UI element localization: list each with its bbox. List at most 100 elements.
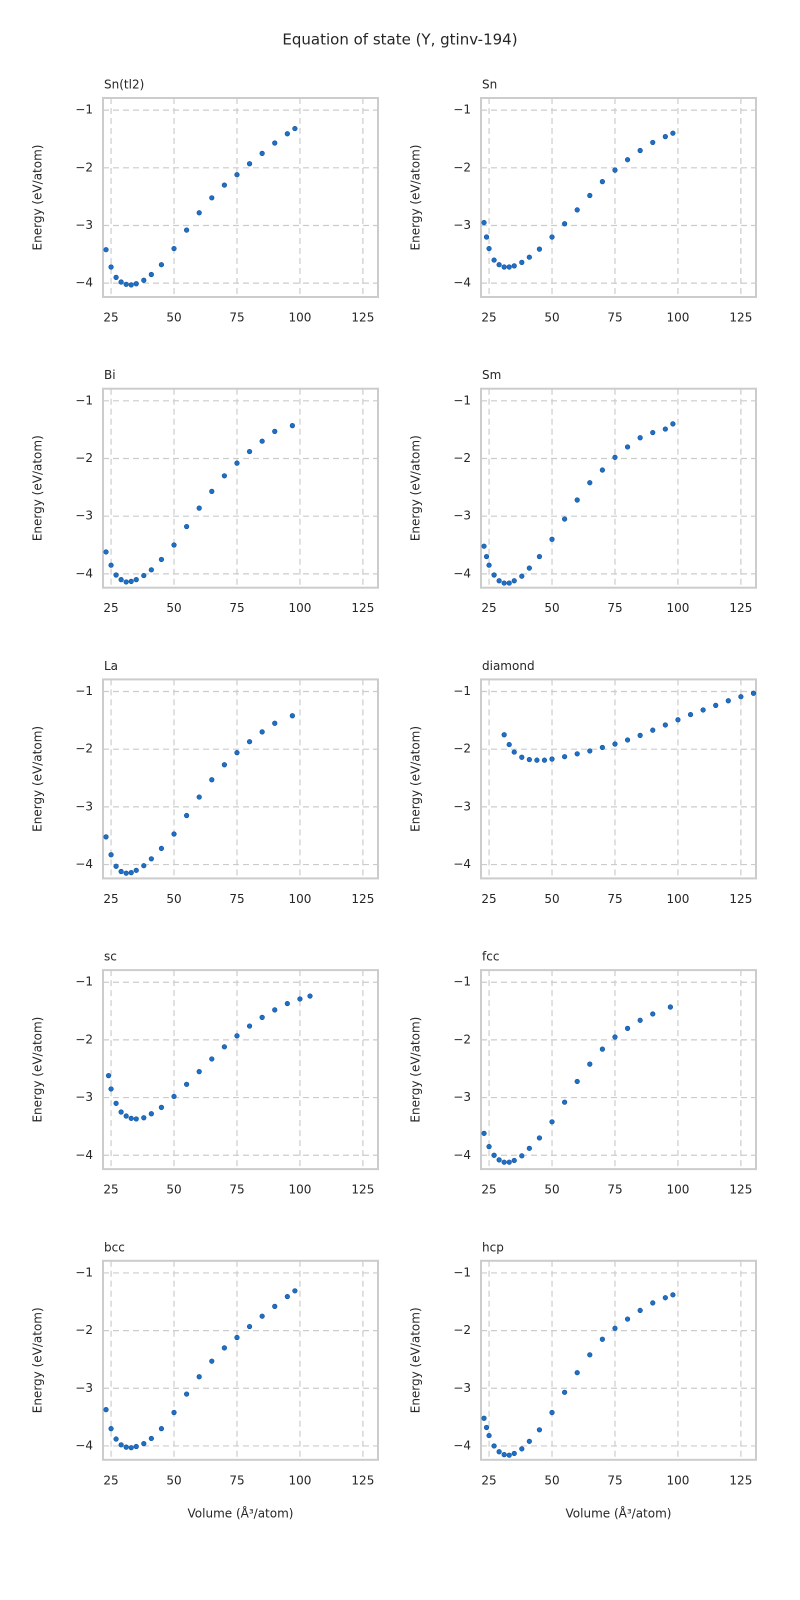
x-tick-label: 100 (288, 892, 311, 906)
data-point (562, 516, 568, 522)
data-point (221, 1345, 227, 1351)
data-point (113, 572, 119, 578)
data-point (496, 1157, 502, 1163)
data-point (481, 1415, 487, 1421)
data-point (118, 1442, 124, 1448)
x-tick-label: 75 (607, 892, 622, 906)
data-point (511, 263, 517, 269)
data-point (491, 257, 497, 263)
x-tick-label: 125 (351, 1183, 374, 1197)
data-point (501, 264, 507, 270)
y-tick-label: −2 (75, 1323, 93, 1337)
y-axis-label: Energy (eV/atom) (31, 1017, 45, 1123)
data-point (123, 579, 129, 585)
data-point (133, 281, 139, 287)
data-point (184, 1081, 190, 1087)
subplot: La Energy (eV/atom) 25 50 75 100 125 −4 −3 −2 −1 (31, 659, 379, 906)
y-axis-label: Energy (eV/atom) (409, 145, 423, 251)
x-tick-label: 25 (103, 1183, 118, 1197)
x-tick-label: 75 (229, 311, 244, 325)
data-point (184, 812, 190, 819)
data-point (148, 271, 154, 278)
figure-title: Equation of state (Y, gtinv-194) (282, 31, 517, 49)
data-point (496, 262, 502, 268)
data-point (637, 732, 643, 738)
y-tick-label: −4 (453, 857, 471, 871)
y-tick-label: −1 (75, 684, 93, 698)
data-point (599, 744, 605, 751)
x-tick-label: 50 (544, 311, 559, 325)
x-axis-label: Volume (Å³/atom) (566, 1505, 672, 1520)
axes-frame (480, 387, 757, 589)
data-point (534, 757, 540, 763)
y-tick-label: −4 (75, 1148, 93, 1162)
data-point (501, 580, 507, 586)
data-point (612, 167, 618, 173)
data-point (307, 993, 313, 999)
data-point (687, 711, 694, 718)
data-point (519, 259, 525, 265)
subplot-title: diamond (482, 659, 535, 673)
x-tick-label: 100 (666, 1183, 689, 1197)
data-point (123, 870, 129, 876)
data-point (536, 1427, 543, 1433)
subplot-title: La (104, 659, 118, 673)
data-point (141, 572, 147, 579)
data-point (297, 996, 303, 1002)
data-point (750, 690, 757, 696)
y-tick-label: −3 (453, 509, 471, 523)
data-point (574, 207, 580, 213)
data-point (196, 505, 202, 511)
data-point (612, 1325, 618, 1331)
data-point (506, 1159, 512, 1165)
data-point (511, 1157, 517, 1164)
y-axis-label: Energy (eV/atom) (31, 726, 45, 832)
data-point (158, 1104, 165, 1110)
data-point (491, 572, 497, 578)
data-point (496, 1449, 502, 1455)
y-axis-label: Energy (eV/atom) (409, 1307, 423, 1413)
x-tick-label: 25 (481, 311, 496, 325)
x-tick-label: 50 (544, 892, 559, 906)
data-point (133, 1443, 139, 1450)
axes-frame (480, 97, 757, 298)
x-tick-label: 50 (544, 601, 559, 615)
x-tick-label: 75 (229, 1473, 244, 1487)
data-point (171, 1093, 177, 1100)
data-point (259, 1313, 265, 1319)
data-point (667, 1004, 673, 1010)
data-point (259, 150, 265, 156)
y-tick-label: −4 (453, 276, 471, 290)
data-point (501, 1452, 507, 1458)
data-point (209, 195, 215, 201)
subplot: Bi Energy (eV/atom) 25 50 75 100 125 −4 −3 −2 −1 (31, 368, 379, 615)
data-point (284, 131, 290, 137)
data-point (171, 245, 177, 252)
data-point (599, 179, 605, 185)
data-point (486, 1144, 492, 1150)
data-point (196, 210, 202, 216)
data-point (587, 1352, 593, 1358)
data-point (506, 580, 512, 586)
data-point (289, 713, 295, 719)
data-point (103, 247, 109, 253)
data-point (123, 281, 129, 287)
data-point (562, 1099, 568, 1105)
data-point (259, 1014, 265, 1020)
data-point (526, 756, 532, 763)
axes-frame (102, 969, 379, 1171)
data-point (599, 1336, 605, 1342)
data-point (491, 1443, 497, 1449)
data-point (292, 1288, 298, 1294)
data-point (184, 227, 190, 233)
axes-frame (102, 387, 379, 589)
data-point (113, 863, 119, 869)
subplot-title: Sn (482, 78, 497, 92)
data-point (141, 1441, 147, 1447)
data-point (113, 274, 119, 280)
x-tick-label: 75 (607, 1473, 622, 1487)
data-point (272, 428, 278, 434)
axes-frame (480, 969, 757, 1171)
y-axis-label: Energy (eV/atom) (31, 435, 45, 541)
data-point (506, 741, 512, 748)
